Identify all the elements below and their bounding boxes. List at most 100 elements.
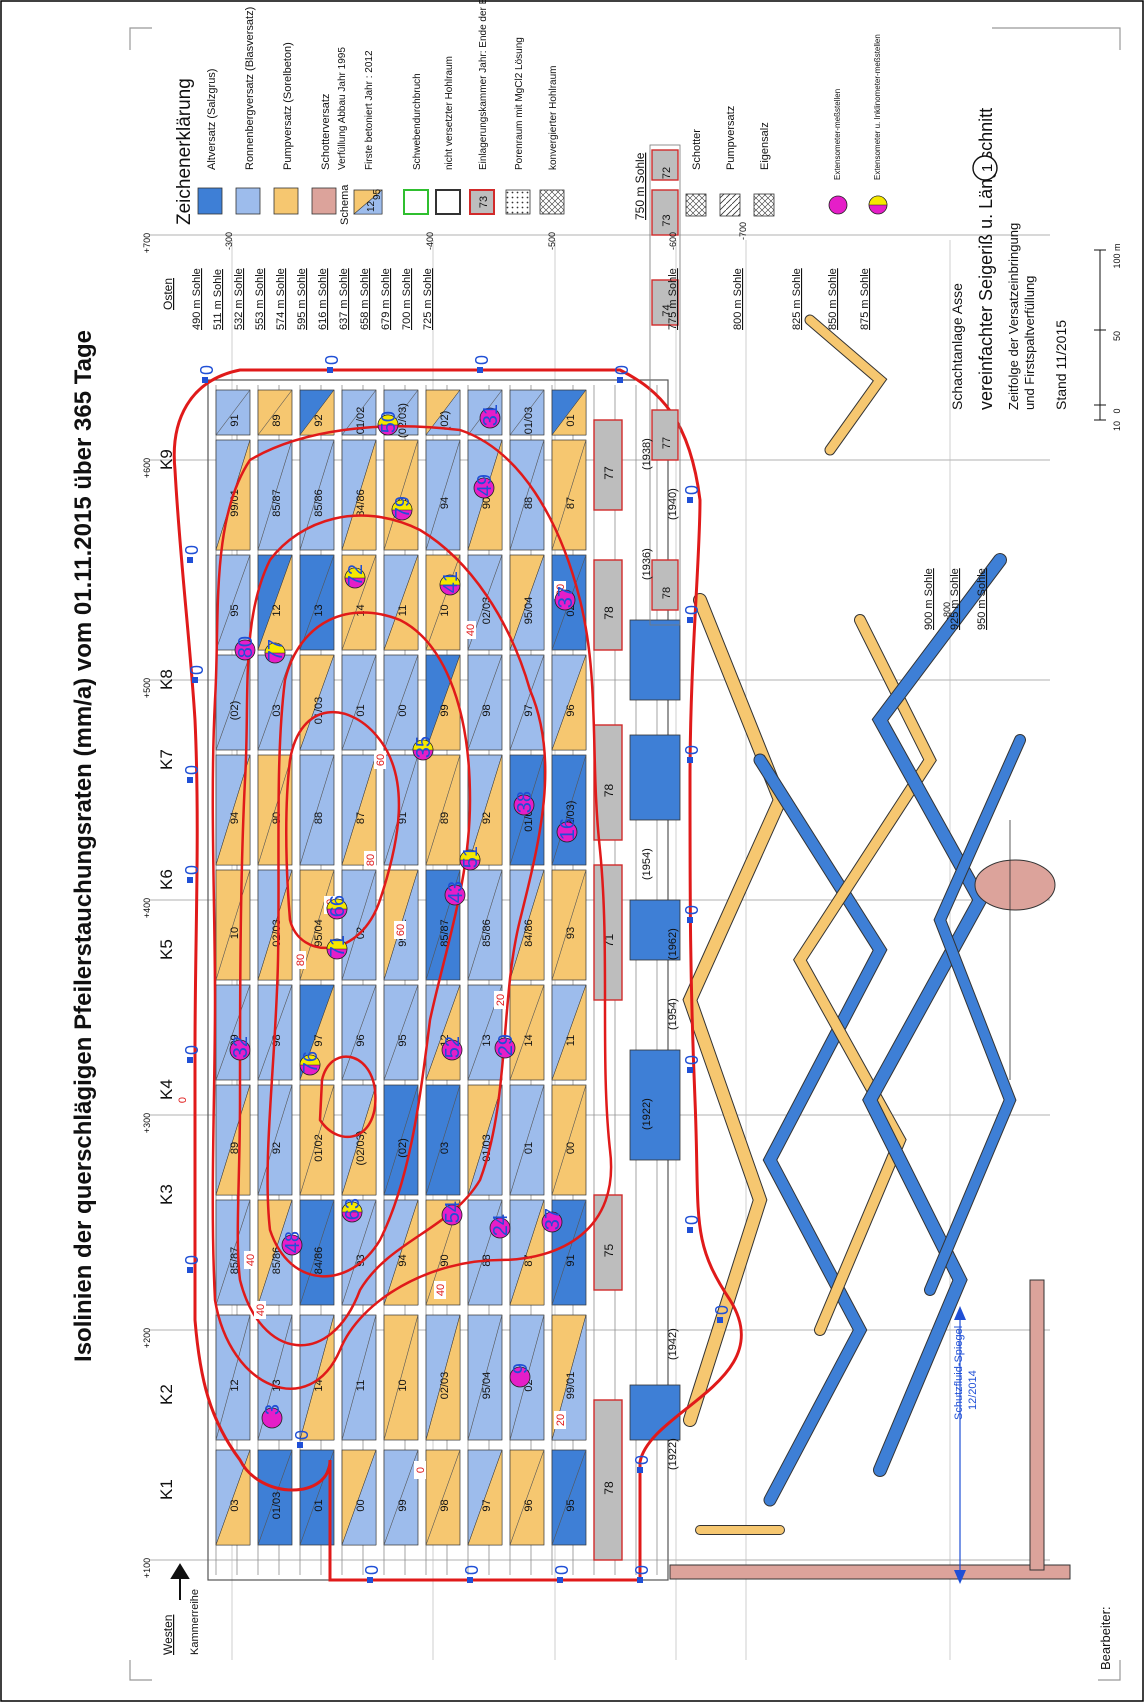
cell-diagonal bbox=[215, 869, 251, 981]
legend-outline-label: Porenraum mit MgCl2 Lösung bbox=[514, 37, 525, 170]
schema-num-a: 12 bbox=[366, 200, 377, 212]
ramp-blue-2 bbox=[863, 554, 1006, 1476]
inclinometer-half bbox=[412, 739, 434, 751]
level-label: 595 m Sohle bbox=[296, 268, 308, 330]
lower-chamber bbox=[629, 1384, 681, 1441]
inner-frame-bottom bbox=[129, 1660, 1121, 1681]
ramp-blue-3 bbox=[925, 735, 1025, 1295]
cell-triangle bbox=[383, 1199, 419, 1306]
level-lower-label: 800 m Sohle bbox=[732, 268, 744, 330]
cell-diagonal bbox=[341, 1199, 377, 1306]
storage-chamber bbox=[593, 1399, 623, 1561]
shaft-bar bbox=[669, 1564, 1071, 1580]
cell-year-label: 00 bbox=[565, 1142, 577, 1154]
cell-year-label: 87 bbox=[565, 497, 577, 509]
level-label: 574 m Sohle bbox=[275, 268, 287, 330]
legend-chamber bbox=[651, 559, 679, 611]
cell-triangle bbox=[509, 554, 545, 651]
legend-chamber-label: 73 bbox=[661, 214, 673, 226]
legend-chamber bbox=[651, 149, 679, 181]
cell-year-label: 97 bbox=[481, 1499, 493, 1511]
storage-chamber-label: 77 bbox=[602, 466, 616, 480]
cell-diagonal bbox=[257, 754, 293, 866]
cell-diagonal bbox=[551, 1084, 587, 1196]
level-lower-label: 825 m Sohle bbox=[791, 268, 803, 330]
zero-marker bbox=[367, 1577, 373, 1583]
lower-year-label: (1936) bbox=[641, 548, 653, 580]
extensometer-marker bbox=[441, 1204, 463, 1226]
zero-marker bbox=[637, 1577, 643, 1583]
cell-diagonal bbox=[551, 754, 587, 866]
cell-year-label: 03 bbox=[271, 704, 283, 716]
cell-year-label: 84/86 bbox=[523, 919, 535, 947]
cell-year-label: 02/03 bbox=[439, 1372, 451, 1400]
cell-diagonal bbox=[299, 1199, 335, 1306]
shaft-vertical bbox=[1029, 1279, 1045, 1571]
cell-triangle bbox=[551, 654, 587, 751]
inclinometer-half bbox=[299, 1054, 321, 1066]
isoline-value-label: 40 bbox=[465, 624, 477, 636]
isoline-label-bg bbox=[434, 1281, 446, 1299]
scale-label: 0 bbox=[1112, 408, 1122, 413]
cell-year-label: 11 bbox=[355, 1380, 367, 1391]
schema-tri bbox=[353, 189, 383, 215]
cell-triangle bbox=[509, 869, 545, 981]
zero-marker bbox=[187, 1267, 193, 1273]
sensor-legend-inc-half bbox=[868, 195, 888, 206]
cell-year-label: 94 bbox=[397, 1254, 409, 1266]
project-subtitle-1: Zeitfolge der Versatzeinbringung bbox=[1006, 223, 1021, 410]
cell-diagonal bbox=[215, 1314, 251, 1441]
isoline-value-label: 80 bbox=[295, 954, 307, 966]
cell-year-label: 01 bbox=[313, 1499, 325, 1511]
cell-year-label: 98 bbox=[481, 704, 493, 716]
chamber-strip bbox=[649, 144, 681, 626]
km-mark: +700 bbox=[142, 233, 152, 253]
measurement-value: 41 bbox=[440, 571, 462, 593]
cell-triangle bbox=[341, 439, 377, 551]
extensometer-marker bbox=[473, 477, 495, 499]
zero-marker-label: 0 bbox=[362, 1565, 382, 1575]
cell-year-label: 10 bbox=[229, 927, 241, 939]
project-subtitle-2: und Firstspaltverfüllung bbox=[1022, 276, 1037, 410]
isoline-label-bg bbox=[494, 991, 506, 1009]
legend-heading: Zeichenerklärung bbox=[174, 78, 195, 225]
cell-year-label: 85/87 bbox=[271, 489, 283, 517]
storage-chamber-label: 75 bbox=[602, 1244, 616, 1258]
cell-triangle bbox=[215, 1084, 251, 1196]
legend-outline-swatch bbox=[539, 189, 565, 215]
lower-chamber bbox=[629, 899, 681, 961]
measurement-value: 52 bbox=[442, 1036, 464, 1058]
legend-chamber bbox=[651, 279, 679, 326]
cell-triangle bbox=[551, 389, 587, 436]
section-number-circle bbox=[972, 155, 998, 181]
lower-chamber bbox=[629, 619, 681, 701]
zero-marker bbox=[187, 1057, 193, 1063]
column-label: K9 bbox=[157, 449, 176, 470]
storage-chamber bbox=[593, 559, 623, 651]
level-lower-label: 775 m Sohle bbox=[667, 268, 679, 330]
schema-roof-note: Firste betoniert Jahr : 2012 bbox=[364, 50, 375, 170]
sensor-legend-ext bbox=[828, 195, 848, 215]
legend-swatch bbox=[273, 187, 299, 215]
legend-swatch bbox=[311, 187, 337, 215]
schutzfluid-arrow-head-1 bbox=[954, 1570, 966, 1584]
inclinometer-half bbox=[439, 574, 461, 586]
isoline-60 bbox=[266, 611, 472, 1278]
extensometer-marker bbox=[234, 639, 256, 661]
material-label: Pumpversatz bbox=[725, 106, 737, 170]
zero-marker-label: 0 bbox=[462, 1565, 482, 1575]
cell-diagonal bbox=[467, 1314, 503, 1441]
zero-marker-label: 0 bbox=[612, 365, 632, 375]
measurement-value: 24 bbox=[490, 1214, 512, 1236]
cell-diagonal bbox=[341, 984, 377, 1081]
cell-year-label: 98 bbox=[439, 1499, 451, 1511]
extensometer-marker bbox=[556, 821, 578, 843]
legend-outline-swatch bbox=[505, 189, 531, 215]
project-section: vereinfachter Seigeriß u. Längsschnitt bbox=[976, 108, 996, 410]
measurement-value: 9 bbox=[510, 1363, 532, 1374]
isoline-label-bg bbox=[176, 1091, 188, 1109]
measurement-value: 72 bbox=[345, 564, 367, 586]
isoline-80 bbox=[285, 710, 401, 950]
zero-marker-label: 0 bbox=[197, 365, 217, 375]
isoline-40 bbox=[236, 514, 547, 1347]
